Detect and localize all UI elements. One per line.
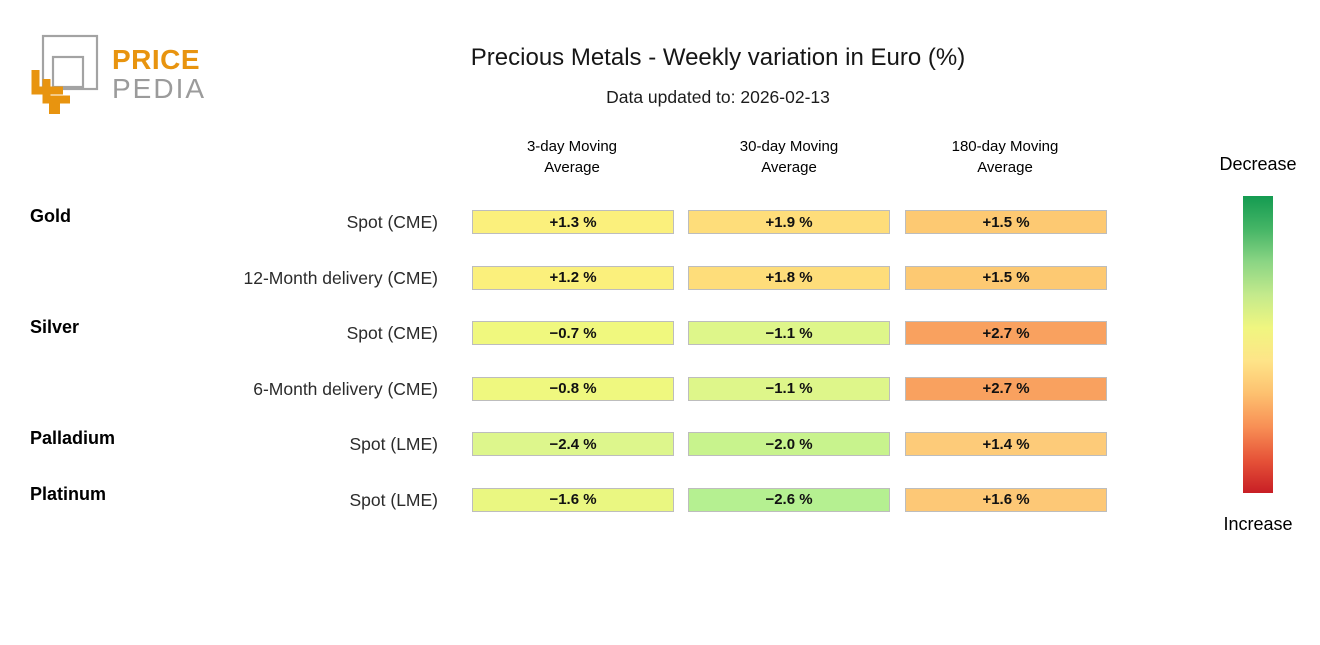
- heatmap-cell: +1.5 %: [905, 265, 1107, 290]
- metal-label: Gold: [30, 206, 71, 226]
- heatmap-cell: +1.3 %: [472, 210, 674, 234]
- heatmap-cell: −1.1 %: [688, 376, 890, 401]
- heatmap-cell: +1.5 %: [905, 210, 1107, 234]
- heatmap-cell: +2.7 %: [905, 321, 1107, 345]
- heatmap-cell: −2.4 %: [472, 432, 674, 456]
- metal-label: Platinum: [30, 483, 107, 504]
- heatmap-row: Silver Spot (CME) −0.7 % −1.1 % +2.7 %: [0, 317, 1320, 345]
- instrument-label: 12-Month delivery (CME): [243, 267, 439, 288]
- heatmap-cell: −2.0 %: [688, 432, 890, 456]
- logo-word-pedia: PEDIA: [112, 73, 207, 104]
- colorbar: [1243, 196, 1273, 493]
- logo-word-price: PRICE: [112, 44, 201, 75]
- heatmap-row: Palladium Spot (LME) −2.4 % −2.0 % +1.4 …: [0, 428, 1320, 456]
- heatmap-cell: +1.4 %: [905, 432, 1107, 456]
- colorbar-increase-label: Increase: [1223, 514, 1293, 534]
- instrument-label: Spot (CME): [346, 212, 438, 232]
- column-header-180day: 180-day Moving Average: [951, 138, 1059, 176]
- chart-subtitle: Data updated to: 2026-02-13: [606, 87, 830, 107]
- heatmap-row: 12-Month delivery (CME) +1.2 % +1.8 % +1…: [0, 265, 1320, 290]
- pricepedia-logo-text: PRICE PEDIA: [112, 46, 206, 104]
- heatmap-cell: −1.6 %: [472, 487, 674, 512]
- heatmap-cell: −0.7 %: [472, 321, 674, 345]
- metal-label: Silver: [30, 317, 80, 337]
- heatmap-cell: −1.1 %: [688, 321, 890, 345]
- metal-label: Palladium: [30, 428, 116, 448]
- heatmap-cell: +1.9 %: [688, 210, 890, 234]
- heatmap-rows: Gold Spot (CME) +1.3 % +1.9 % +1.5 % 12-…: [0, 206, 1320, 543]
- heatmap-cell: +2.7 %: [905, 376, 1107, 401]
- column-header-30day: 30-day Moving Average: [739, 138, 839, 176]
- colorbar-decrease-label: Decrease: [1219, 154, 1297, 174]
- heatmap-row: Platinum Spot (LME) −1.6 % −2.6 % +1.6 %: [0, 484, 1320, 512]
- heatmap-cell: +1.8 %: [688, 265, 890, 290]
- heatmap-cell: −2.6 %: [688, 487, 890, 512]
- heatmap-cell: +1.6 %: [905, 487, 1107, 512]
- pricepedia-logo: PRICE PEDIA: [30, 30, 206, 114]
- instrument-label: Spot (CME): [346, 323, 438, 343]
- pricepedia-logo-icon: [31, 34, 99, 114]
- chart-title: Precious Metals - Weekly variation in Eu…: [470, 44, 966, 71]
- heatmap-cell: −0.8 %: [472, 376, 674, 401]
- instrument-label: Spot (LME): [349, 434, 439, 454]
- instrument-label: Spot (LME): [349, 489, 439, 510]
- heatmap-row: 6-Month delivery (CME) −0.8 % −1.1 % +2.…: [0, 376, 1320, 401]
- instrument-label: 6-Month delivery (CME): [253, 378, 438, 399]
- column-header-3day: 3-day Moving Average: [526, 138, 618, 176]
- heatmap-cell: +1.2 %: [472, 265, 674, 290]
- heatmap-row: Gold Spot (CME) +1.3 % +1.9 % +1.5 %: [0, 206, 1320, 234]
